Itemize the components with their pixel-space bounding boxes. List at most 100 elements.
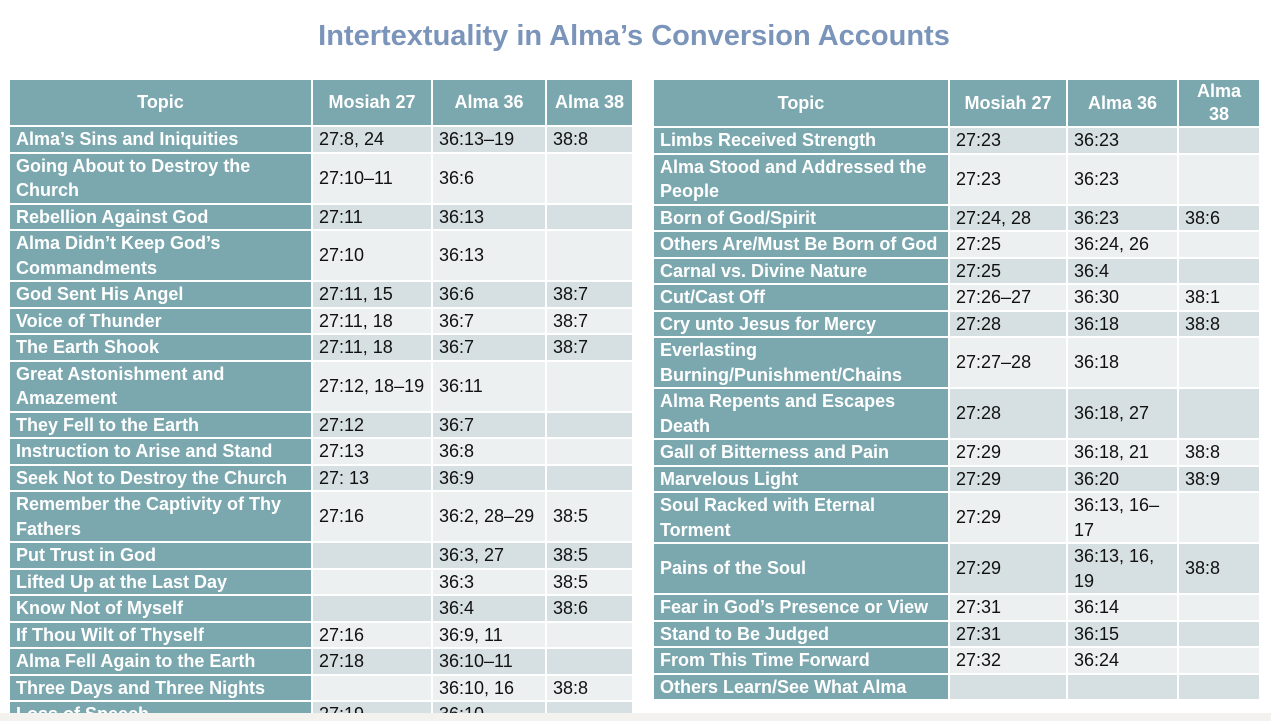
table-row: Instruction to Arise and Stand 27:13 36:8 xyxy=(8,437,632,466)
reference-cell: 36:10–11 xyxy=(431,647,547,676)
reference-cell xyxy=(311,567,433,596)
reference-cell xyxy=(1177,646,1259,675)
topic-cell: Marvelous Light xyxy=(652,464,950,493)
topic-cell: Carnal vs. Divine Nature xyxy=(652,256,950,285)
table-row: Others Learn/See What Alma xyxy=(652,672,1259,701)
table-row: Pains of the Soul 27:29 36:13, 16, 19 38:8 xyxy=(652,542,1259,595)
table-row: Voice of Thunder 27:11, 18 36:7 38:7 xyxy=(8,306,632,335)
header-row: Topic Mosiah 27 Alma 36 Alma 38 xyxy=(8,78,632,127)
topic-cell: Alma’s Sins and Iniquities xyxy=(8,125,313,154)
reference-cell xyxy=(545,647,632,676)
reference-cell xyxy=(311,673,433,702)
reference-cell: 36:6 xyxy=(431,280,547,309)
reference-cell: 36:13–19 xyxy=(431,125,547,154)
reference-cell: 27:11 xyxy=(311,202,433,231)
topic-cell: Going About to Destroy the Church xyxy=(8,151,313,205)
table-row: Gall of Bitterness and Pain 27:29 36:18, 2… xyxy=(652,438,1259,467)
table-row: Alma Didn’t Keep God’s Commandments 27:10… xyxy=(8,229,632,282)
reference-cell: 36:4 xyxy=(1066,256,1179,285)
topic-cell: Cut/Cast Off xyxy=(652,283,950,312)
column-header: Topic xyxy=(8,78,313,127)
column-header: Mosiah 27 xyxy=(948,78,1068,128)
reference-cell: 36:9 xyxy=(431,463,547,492)
reference-cell: 38:1 xyxy=(1177,283,1259,312)
reference-cell: 27:11, 18 xyxy=(311,333,433,362)
reference-cell: 27:10 xyxy=(311,229,433,282)
reference-cell: 36:23 xyxy=(1066,203,1179,232)
reference-cell: 27: 13 xyxy=(311,463,433,492)
reference-cell: 36:18 xyxy=(1066,336,1179,389)
column-header: Alma 38 xyxy=(545,78,632,127)
reference-cell xyxy=(545,202,632,231)
reference-cell: 36:11 xyxy=(431,359,547,413)
topic-cell: If Thou Wilt of Thyself xyxy=(8,620,313,649)
table-row: Great Astonishment and Amazement 27:12, 1… xyxy=(8,359,632,413)
reference-cell: 27:23 xyxy=(948,126,1068,155)
reference-cell: 38:8 xyxy=(1177,309,1259,338)
topic-cell: From This Time Forward xyxy=(652,646,950,675)
reference-cell: 27:29 xyxy=(948,491,1068,544)
reference-cell: 36:7 xyxy=(431,333,547,362)
reference-cell xyxy=(311,541,433,570)
reference-cell: 38:5 xyxy=(545,490,632,543)
reference-cell: 27:25 xyxy=(948,230,1068,259)
table-row: Cry unto Jesus for Mercy 27:28 36:18 38:8 xyxy=(652,309,1259,338)
table-row: Limbs Received Strength 27:23 36:23 xyxy=(652,126,1259,155)
topic-cell: Three Days and Three Nights xyxy=(8,673,313,702)
reference-cell xyxy=(1177,336,1259,389)
topic-cell: Lifted Up at the Last Day xyxy=(8,567,313,596)
reference-cell: 27:13 xyxy=(311,437,433,466)
reference-cell xyxy=(1177,593,1259,622)
page-title: Intertextuality in Alma’s Conversion Acc… xyxy=(318,20,950,52)
reference-cell: 36:6 xyxy=(431,151,547,205)
topic-cell: Put Trust in God xyxy=(8,541,313,570)
table-row: Fear in God’s Presence or View 27:31 36:14 xyxy=(652,593,1259,622)
topic-cell: Instruction to Arise and Stand xyxy=(8,437,313,466)
reference-cell: 27:28 xyxy=(948,309,1068,338)
topic-cell: Soul Racked with Eternal Torment xyxy=(652,491,950,544)
table-row: Alma’s Sins and Iniquities 27:8, 24 36:13–… xyxy=(8,125,632,154)
table-row: If Thou Wilt of Thyself 27:16 36:9, 11 xyxy=(8,620,632,649)
reference-cell: 36:14 xyxy=(1066,593,1179,622)
table-row: God Sent His Angel 27:11, 15 36:6 38:7 xyxy=(8,280,632,309)
reference-cell xyxy=(545,700,632,713)
topic-cell: Born of God/Spirit xyxy=(652,203,950,232)
topic-cell: Loss of Speech xyxy=(8,700,313,713)
topic-cell: Fear in God’s Presence or View xyxy=(652,593,950,622)
reference-cell: 38:5 xyxy=(545,567,632,596)
table-row: Know Not of Myself 36:4 38:6 xyxy=(8,594,632,623)
topic-cell: They Fell to the Earth xyxy=(8,410,313,439)
reference-cell: 27:18 xyxy=(311,647,433,676)
table-row: The Earth Shook 27:11, 18 36:7 38:7 xyxy=(8,333,632,362)
reference-cell: 38:7 xyxy=(545,280,632,309)
reference-cell: 27:29 xyxy=(948,464,1068,493)
topic-cell: Alma Repents and Escapes Death xyxy=(652,387,950,440)
topic-cell: Alma Didn’t Keep God’s Commandments xyxy=(8,229,313,282)
topic-cell: Alma Stood and Addressed the People xyxy=(652,152,950,206)
reference-cell xyxy=(545,229,632,282)
table-row: Lifted Up at the Last Day 36:3 38:5 xyxy=(8,567,632,596)
reference-cell: 36:7 xyxy=(431,410,547,439)
reference-cell xyxy=(1177,230,1259,259)
column-header: Alma 36 xyxy=(1066,78,1179,128)
table-row: Alma Fell Again to the Earth 27:18 36:10–1… xyxy=(8,647,632,676)
reference-cell xyxy=(1177,619,1259,648)
table-row: Three Days and Three Nights 36:10, 16 38:8 xyxy=(8,673,632,702)
reference-cell xyxy=(545,620,632,649)
table-row: Everlasting Burning/Punishment/Chains 27:… xyxy=(652,336,1259,389)
reference-cell: 27:32 xyxy=(948,646,1068,675)
topic-cell: Others Are/Must Be Born of God xyxy=(652,230,950,259)
topic-cell: Stand to Be Judged xyxy=(652,619,950,648)
topic-cell: Cry unto Jesus for Mercy xyxy=(652,309,950,338)
reference-cell: 38:5 xyxy=(545,541,632,570)
table-row: From This Time Forward 27:32 36:24 xyxy=(652,646,1259,675)
table-row: They Fell to the Earth 27:12 36:7 xyxy=(8,410,632,439)
reference-cell: 27:28 xyxy=(948,387,1068,440)
reference-cell xyxy=(1177,672,1259,701)
reference-cell: 36:20 xyxy=(1066,464,1179,493)
reference-cell xyxy=(1177,152,1259,206)
column-header: Mosiah 27 xyxy=(311,78,433,127)
reference-cell: 38:7 xyxy=(545,306,632,335)
reference-cell xyxy=(1177,256,1259,285)
